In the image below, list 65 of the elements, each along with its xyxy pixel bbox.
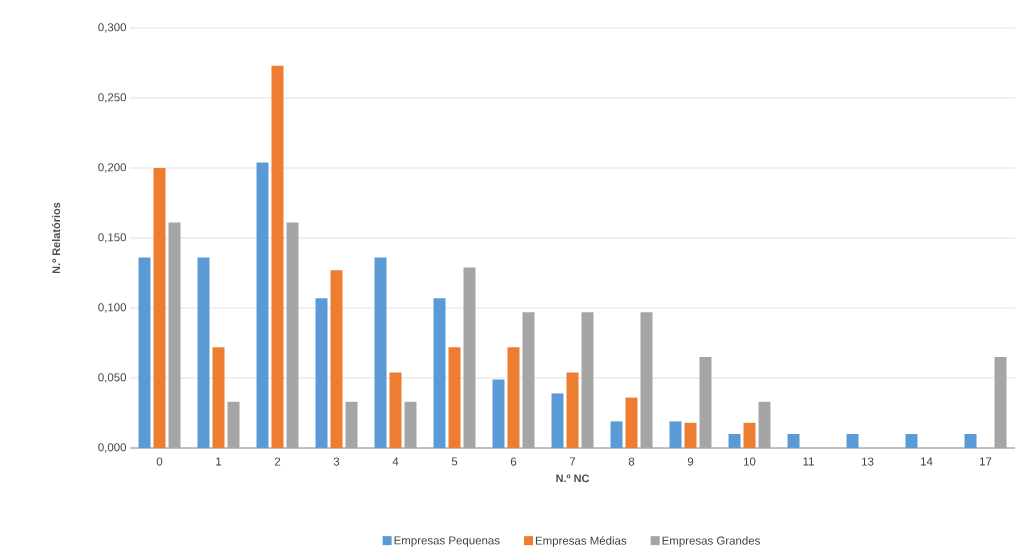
- y-tick-label: 0,100: [98, 303, 127, 313]
- bar: [286, 222, 299, 448]
- y-tick-label: 0,050: [98, 373, 127, 383]
- bar: [581, 312, 594, 448]
- legend-label: Empresas Médias: [535, 536, 627, 547]
- bar: [728, 434, 741, 448]
- bar: [551, 393, 564, 448]
- bar: [610, 421, 623, 448]
- y-tick-label: 0,000: [98, 443, 127, 453]
- bar: [846, 434, 859, 448]
- x-tick-label: 8: [628, 457, 635, 466]
- y-tick-label: 0,300: [98, 23, 127, 33]
- bar: [625, 397, 638, 448]
- bar: [964, 434, 977, 448]
- legend-label: Empresas Grandes: [662, 536, 760, 547]
- bar: [168, 222, 181, 448]
- x-tick-label: 10: [744, 457, 756, 466]
- x-tick-label: 0: [156, 457, 163, 466]
- x-axis-title: N.º NC: [556, 474, 590, 483]
- bar: [758, 401, 771, 448]
- bar: [448, 347, 461, 448]
- y-tick-label: 0,200: [98, 163, 127, 173]
- x-tick-label: 2: [274, 457, 281, 466]
- bar: [374, 257, 387, 448]
- bar: [787, 434, 800, 448]
- bar: [522, 312, 535, 448]
- bar: [330, 270, 343, 448]
- x-tick-label: 5: [451, 457, 458, 466]
- x-tick-label: 9: [687, 457, 694, 466]
- x-tick-label: 4: [392, 457, 399, 466]
- bar: [684, 422, 697, 448]
- bar: [212, 347, 225, 448]
- bar: [138, 257, 151, 448]
- y-tick-label: 0,250: [98, 93, 127, 103]
- y-tick-label: 0,150: [98, 233, 127, 243]
- bar: [389, 372, 402, 448]
- bar: [463, 267, 476, 448]
- x-tick-label: 14: [921, 457, 933, 466]
- bar: [153, 168, 166, 448]
- bar: [905, 434, 918, 448]
- bar: [699, 357, 712, 448]
- bar: [669, 421, 682, 448]
- x-tick-label: 11: [803, 457, 814, 466]
- y-axis-title: N.º Relatórios: [51, 202, 61, 274]
- bar: [743, 422, 756, 448]
- bar: [507, 347, 520, 448]
- bar: [404, 401, 417, 448]
- x-tick-label: 3: [333, 457, 340, 466]
- bar: [315, 298, 328, 448]
- x-tick-label: 1: [216, 457, 222, 466]
- legend-label: Empresas Pequenas: [394, 536, 500, 547]
- x-tick-label: 7: [569, 457, 576, 466]
- bar: [994, 357, 1007, 448]
- bar: [433, 298, 446, 448]
- bar: [640, 312, 653, 448]
- bar: [271, 65, 284, 448]
- bar: [492, 379, 505, 448]
- bar: [566, 372, 579, 448]
- x-tick-label: 6: [510, 457, 517, 466]
- x-tick-label: 17: [980, 457, 992, 466]
- bar: [197, 257, 210, 448]
- x-tick-label: 13: [862, 457, 874, 466]
- bar: [227, 401, 240, 448]
- bar: [345, 401, 358, 448]
- bar: [256, 162, 269, 448]
